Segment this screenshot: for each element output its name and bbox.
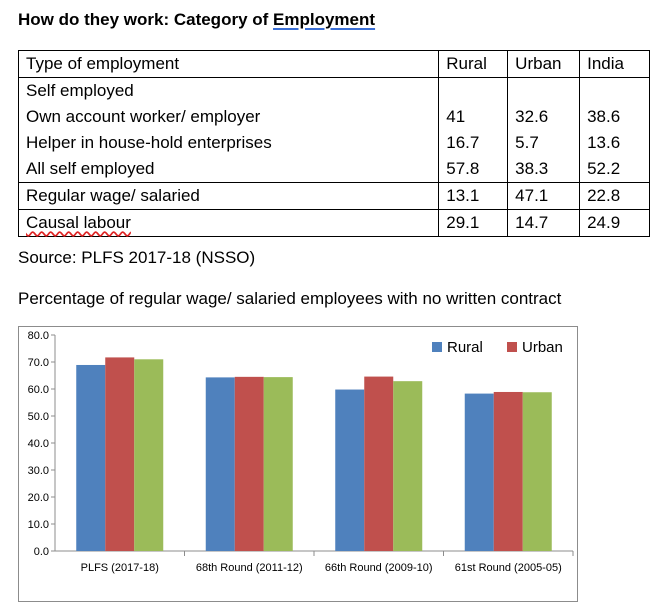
cell-india: 52.2 [579, 156, 650, 183]
table-row: Helper in house-hold enterprises 16.7 5.… [17, 130, 650, 156]
row-label: All self employed [17, 156, 439, 183]
cell-rural: 16.7 [438, 130, 508, 156]
legend-swatch [432, 342, 442, 352]
row-label: Own account worker/ employer [17, 104, 439, 130]
cell-india: 24.9 [579, 209, 650, 237]
bar-rural [335, 389, 365, 551]
x-tick-label: 68th Round (2011-12) [196, 562, 303, 574]
source-note: Source: PLFS 2017-18 (NSSO) [18, 248, 256, 267]
table-row: Regular wage/ salaried 13.1 47.1 22.8 [17, 182, 650, 210]
row-label: Causal labour [17, 209, 439, 237]
cell-india: 22.8 [579, 182, 650, 210]
x-tick-label: 61st Round (2005-05) [455, 562, 562, 574]
title-prefix: How do they work: Category of [18, 10, 274, 29]
bar-urban [234, 376, 264, 551]
cell-rural: 41 [438, 104, 508, 130]
y-tick-label: 80.0 [28, 330, 49, 342]
cell-india: 38.6 [579, 104, 650, 130]
y-tick-label: 40.0 [28, 438, 49, 450]
section-title: How do they work: Category of Employment [18, 10, 375, 30]
bar-chart: 0.0 10.0 20.0 30.0 40.0 50.0 60.0 70.0 80.0 PLFS … [18, 326, 578, 602]
y-tick-label: 50.0 [28, 411, 49, 423]
header-urban: Urban [507, 50, 580, 78]
y-tick-label: 70.0 [28, 357, 49, 369]
table-group-row: Self employed [17, 77, 650, 104]
y-tick-label: 10.0 [28, 519, 49, 531]
y-tick-label: 0.0 [34, 546, 49, 558]
group-label: Self employed [17, 77, 439, 104]
table-header-row: Type of employment Rural Urban India [17, 50, 650, 78]
bar-urban [493, 391, 523, 551]
row-label-text: Causal labour [26, 213, 131, 232]
legend-swatch [507, 342, 517, 352]
bar-rural [464, 393, 494, 551]
row-label: Regular wage/ salaried [17, 182, 439, 210]
cell-rural: 29.1 [438, 209, 508, 237]
cell-urban: 14.7 [507, 209, 580, 237]
y-tick-label: 20.0 [28, 492, 49, 504]
legend-label: Urban [522, 339, 563, 356]
x-tick-label: 66th Round (2009-10) [325, 562, 433, 574]
cell-rural: 13.1 [438, 182, 508, 210]
legend-label: Rural [447, 339, 483, 356]
row-label: Helper in house-hold enterprises [17, 130, 439, 156]
x-tick-label: PLFS (2017-18) [81, 562, 159, 574]
table-row: Causal labour 29.1 14.7 24.9 [17, 209, 650, 237]
bar-rural [205, 377, 235, 551]
table-row: All self employed 57.8 38.3 52.2 [17, 156, 650, 183]
bar-series-3 [263, 377, 293, 551]
bar-series-3 [522, 392, 552, 551]
chart-title: Percentage of regular wage/ salaried emp… [18, 289, 562, 308]
bar-urban [364, 376, 394, 551]
cell-rural: 57.8 [438, 156, 508, 183]
header-type: Type of employment [17, 50, 439, 78]
employment-table: Type of employment Rural Urban India Sel… [17, 50, 650, 237]
cell-urban: 32.6 [507, 104, 580, 130]
cell-urban: 5.7 [507, 130, 580, 156]
header-india: India [579, 50, 650, 78]
cell-urban: 38.3 [507, 156, 580, 183]
header-rural: Rural [438, 50, 508, 78]
y-tick-label: 30.0 [28, 465, 49, 477]
bar-series-3 [134, 359, 164, 551]
y-tick-label: 60.0 [28, 384, 49, 396]
table-row: Own account worker/ employer 41 32.6 38.… [17, 104, 650, 130]
cell-india: 13.6 [579, 130, 650, 156]
bar-rural [76, 364, 106, 551]
title-emphasis: Employment [273, 10, 376, 29]
bar-urban [105, 357, 135, 551]
bar-series-3 [393, 381, 423, 551]
cell-urban: 47.1 [507, 182, 580, 210]
